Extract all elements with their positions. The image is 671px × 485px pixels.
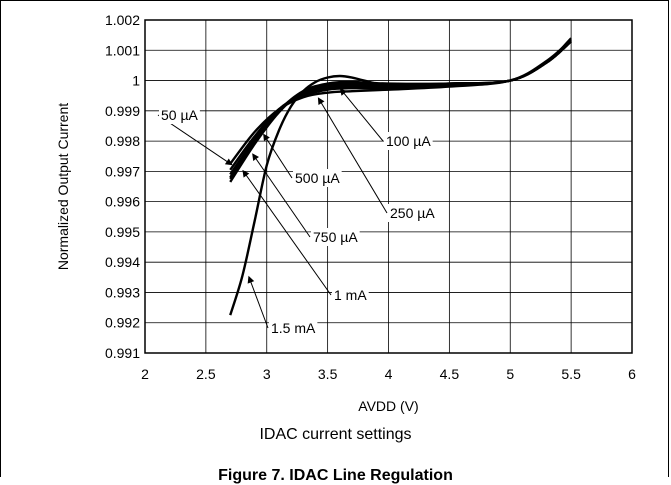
series-line: [229, 40, 572, 171]
annotation-arrowhead: [317, 97, 325, 106]
annotation-arrowhead: [247, 275, 255, 284]
annotation-label-bg: [311, 228, 360, 246]
y-tick-label: 0.998: [105, 133, 140, 149]
x-axis-ticks: 2 2.5 3 3.5 4 4.5 5 5.5 6: [141, 366, 636, 382]
y-tick-label: 1: [132, 73, 140, 89]
annotation-leader: [248, 277, 269, 329]
x-axis-label: AVDD (V): [358, 398, 418, 414]
y-tick-label: 1.002: [105, 12, 140, 28]
annotation-arrowhead: [339, 88, 347, 96]
annotation-label: 1 mA: [334, 287, 367, 303]
y-tick-label: 0.992: [105, 315, 140, 331]
annotation-label: 750 µA: [313, 229, 358, 245]
annotation-leader: [340, 89, 384, 142]
annotation-label-bg: [388, 204, 437, 222]
chart-subtitle: IDAC current settings: [259, 426, 412, 443]
annotation-arrowhead: [252, 153, 259, 161]
x-tick-label: 3: [263, 366, 271, 382]
y-axis-ticks: 1.002 1.001 1 0.999 0.998 0.997 0.996 0.995 0.99…: [105, 12, 140, 361]
annotation-leader: [243, 171, 332, 296]
y-tick-label: 0.995: [105, 224, 140, 240]
grid: [144, 19, 633, 354]
annotation-arrowhead: [263, 133, 270, 142]
plot-area-border: [144, 19, 633, 354]
y-tick-label: 0.993: [105, 284, 140, 300]
annotation-label: 1.5 mA: [271, 320, 316, 336]
x-tick-label: 5: [506, 366, 514, 382]
annotation-leader: [263, 134, 293, 179]
annotation-arrowhead: [224, 158, 233, 166]
y-axis-label: Normalized Output Current: [55, 103, 71, 270]
y-tick-label: 1.001: [105, 42, 140, 58]
series-line: [229, 37, 572, 316]
y-tick-label: 0.997: [105, 163, 140, 179]
annotation-label: 250 µA: [390, 205, 435, 221]
annotation-leader: [252, 154, 311, 238]
annotation-label-bg: [269, 319, 318, 337]
series-annotations: 50 µA 100 µA 500 µA 250 µA 750 µA 1 mA 1.5 mA: [157, 88, 437, 337]
figure-caption: Figure 7. IDAC Line Regulation: [218, 467, 453, 484]
y-tick-label: 0.991: [105, 345, 140, 361]
x-tick-label: 2.5: [196, 366, 216, 382]
series-lines: [229, 37, 572, 316]
annotation-label-bg: [384, 132, 433, 150]
x-tick-label: 3.5: [318, 366, 338, 382]
x-tick-label: 2: [141, 366, 149, 382]
annotation-arrowhead: [242, 169, 250, 178]
x-tick-label: 6: [628, 366, 636, 382]
annotation-label: 500 µA: [295, 170, 340, 186]
annotation-label: 50 µA: [161, 107, 199, 123]
annotation-label: 100 µA: [386, 133, 431, 149]
annotation-label-bg: [332, 286, 369, 304]
y-tick-label: 0.994: [105, 254, 140, 270]
x-tick-label: 5.5: [561, 366, 581, 382]
x-tick-label: 4.5: [440, 366, 460, 382]
annotation-label-bg: [293, 169, 342, 187]
y-tick-label: 0.999: [105, 103, 140, 119]
annotation-leader: [318, 98, 388, 214]
x-tick-label: 4: [385, 366, 393, 382]
annotation-label-bg: [159, 106, 200, 124]
y-tick-label: 0.996: [105, 194, 140, 210]
